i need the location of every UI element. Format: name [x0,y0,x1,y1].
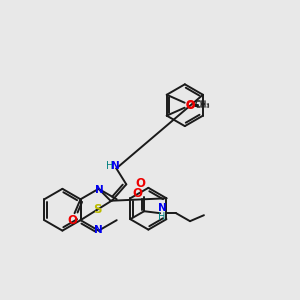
Text: N: N [158,203,167,213]
Text: O: O [68,214,77,227]
Text: H: H [158,212,166,222]
Text: O: O [186,101,195,111]
Text: O: O [135,177,145,190]
Text: N: N [111,161,120,171]
Text: N: N [95,185,104,195]
Text: S: S [93,203,102,216]
Text: O: O [132,187,142,200]
Text: CH₃: CH₃ [195,101,210,110]
Text: O: O [186,100,195,110]
Text: H: H [106,161,113,171]
Text: CH₃: CH₃ [195,100,210,109]
Text: N: N [94,225,103,235]
